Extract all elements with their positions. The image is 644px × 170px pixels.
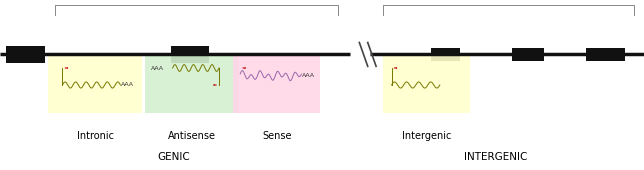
Text: AAA: AAA xyxy=(302,73,315,78)
Bar xyxy=(233,53,320,113)
Text: INTERGENIC: INTERGENIC xyxy=(464,151,527,162)
Bar xyxy=(171,46,209,63)
Bar xyxy=(586,48,625,61)
Text: Sense: Sense xyxy=(262,131,292,141)
Bar xyxy=(512,48,544,61)
Bar xyxy=(6,46,45,63)
Bar xyxy=(48,53,142,113)
Text: Intronic: Intronic xyxy=(77,131,114,141)
Bar xyxy=(145,53,238,113)
Text: Gene 2: Gene 2 xyxy=(489,0,529,2)
Bar xyxy=(383,53,470,113)
Text: Intergenic: Intergenic xyxy=(402,131,451,141)
Text: Antisense: Antisense xyxy=(168,131,216,141)
Text: AAA: AAA xyxy=(151,65,164,71)
Text: AAA: AAA xyxy=(121,82,134,88)
Bar xyxy=(431,48,460,61)
Text: GENIC: GENIC xyxy=(158,151,190,162)
Text: Gene 1: Gene 1 xyxy=(176,0,216,2)
